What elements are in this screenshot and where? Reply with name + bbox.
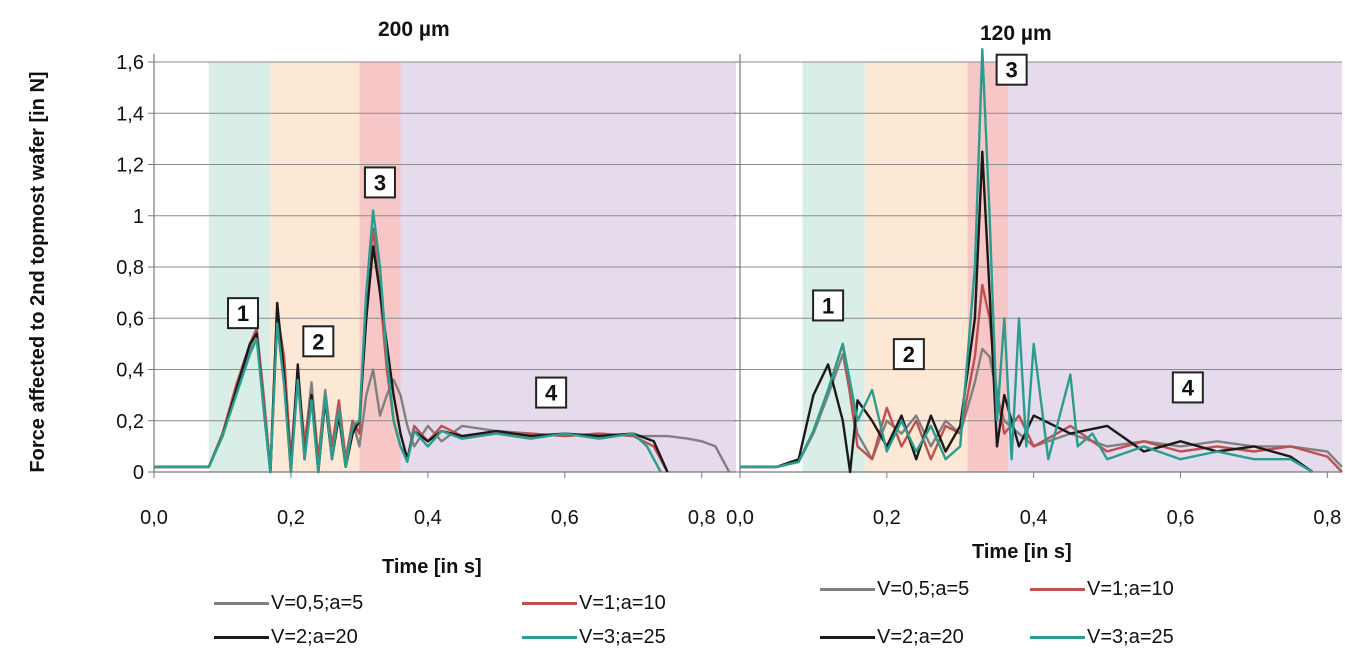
y-tick-label: 0 (133, 462, 144, 484)
left-x-tick-label: 0,2 (277, 507, 305, 529)
left-phase-box-1 (227, 297, 260, 330)
left-phase-label-3: 3 (374, 170, 386, 195)
legend-swatch (820, 587, 875, 591)
y-tick-label: 1 (133, 206, 144, 228)
left-x-axis-label: Time [in s] (382, 556, 482, 578)
legend-item: V=3;a=25 (522, 624, 666, 650)
y-tick-label: 0,4 (116, 360, 144, 382)
left-phase-label-1: 1 (237, 301, 249, 326)
right-x-tick-label: 0,6 (1167, 507, 1195, 529)
right-phase-box-4 (1171, 371, 1204, 404)
left-phase-box-4 (535, 376, 568, 409)
legend-swatch (1030, 587, 1085, 591)
legend-item: V=3;a=25 (1030, 624, 1174, 650)
legend-label: V=2;a=20 (877, 625, 964, 648)
legend-swatch (820, 635, 875, 639)
left-x-tick-label: 0,8 (688, 507, 716, 529)
right-phase-label-3: 3 (1006, 58, 1018, 83)
right-phase-box-1 (812, 289, 845, 322)
legend-swatch (214, 635, 269, 639)
right-x-tick-label: 0,8 (1313, 507, 1341, 529)
left-x-tick-label: 0,0 (140, 507, 168, 529)
legend-item: V=0,5;a=5 (214, 590, 363, 616)
right-x-axis-label: Time [in s] (972, 541, 1072, 563)
legend-label: V=1;a=10 (579, 591, 666, 614)
left-phase-label-4: 4 (545, 381, 558, 406)
right-phase-box-2 (892, 338, 925, 371)
right-x-tick-label: 0,4 (1020, 507, 1048, 529)
right-phase-label-4: 4 (1182, 375, 1195, 400)
right-series-line-4 (740, 48, 1314, 474)
left-phase-box-2 (302, 325, 335, 358)
right-series-line-1 (740, 347, 1343, 469)
left-chart-title: 200 µm (378, 18, 450, 41)
right-phase-label-1: 1 (822, 293, 834, 318)
legend-item: V=1;a=10 (1030, 576, 1174, 602)
legend-swatch (1030, 635, 1085, 639)
legend-item: V=0,5;a=5 (820, 576, 969, 602)
left-series-line-4 (154, 209, 662, 474)
legend-item: V=2;a=20 (214, 624, 358, 650)
left-phase-label-2: 2 (312, 329, 324, 354)
legend-swatch (214, 601, 269, 605)
left-x-tick-label: 0,6 (551, 507, 579, 529)
legend-swatch (522, 601, 577, 605)
y-tick-label: 0,2 (116, 411, 144, 433)
y-tick-label: 0,6 (116, 308, 144, 330)
right-chart-title: 120 µm (980, 22, 1052, 45)
legend-label: V=3;a=25 (1087, 625, 1174, 648)
legend-label: V=2;a=20 (271, 625, 358, 648)
legend-label: V=3;a=25 (579, 625, 666, 648)
right-x-tick-label: 0,0 (726, 507, 754, 529)
legend-item: V=2;a=20 (820, 624, 964, 650)
legend-label: V=1;a=10 (1087, 577, 1174, 600)
legend-label: V=0,5;a=5 (877, 577, 970, 600)
right-x-tick-label: 0,2 (873, 507, 901, 529)
legend-item: V=1;a=10 (522, 590, 666, 616)
y-tick-label: 1,2 (116, 155, 144, 177)
right-phase-box-3 (995, 53, 1028, 86)
y-tick-label: 0,8 (116, 257, 144, 279)
y-tick-label: 1,6 (116, 52, 144, 74)
right-phase-label-2: 2 (903, 342, 915, 367)
legend-label: V=0,5;a=5 (271, 591, 364, 614)
legend-swatch (522, 635, 577, 639)
left-phase-box-3 (363, 166, 396, 199)
left-x-tick-label: 0,4 (414, 507, 442, 529)
y-tick-label: 1,4 (116, 103, 144, 125)
